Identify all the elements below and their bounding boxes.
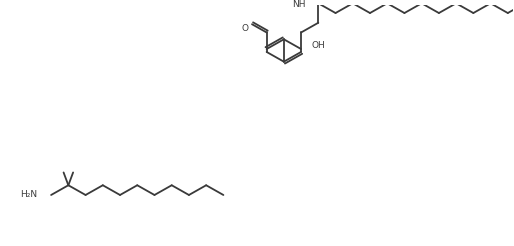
Text: O: O bbox=[242, 24, 249, 33]
Text: NH: NH bbox=[292, 0, 306, 9]
Text: H₂N: H₂N bbox=[20, 190, 37, 200]
Text: OH: OH bbox=[311, 41, 325, 50]
